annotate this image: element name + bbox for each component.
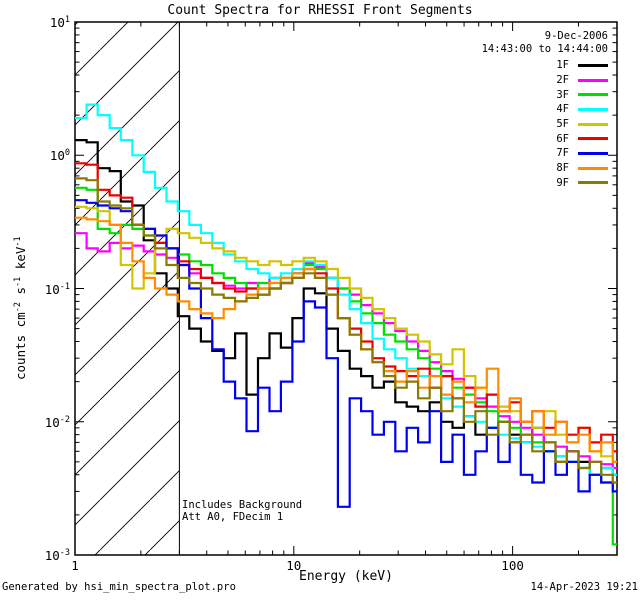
legend-label: 4F xyxy=(556,103,569,116)
annotation-attenuator-state: Att A0, FDecim 1 xyxy=(182,511,284,523)
legend-swatch xyxy=(578,93,608,97)
footer-generator: Generated by hsi_min_spectra_plot.pro xyxy=(2,581,236,593)
annotation-includes-background: Includes Background xyxy=(182,499,303,511)
legend-item-8F: 8F xyxy=(556,161,608,176)
series-line-7F xyxy=(75,199,617,508)
x-axis-label: Energy (keV) xyxy=(299,569,393,584)
legend-swatch xyxy=(578,181,608,185)
x-tick-label: 100 xyxy=(501,558,524,573)
legend: 1F 2F 3F 4F 5F 6F 7F 8F 9F xyxy=(556,58,608,190)
legend-swatch xyxy=(578,137,608,141)
page-title: Count Spectra for RHESSI Front Segments xyxy=(167,3,473,18)
legend-swatch xyxy=(578,122,608,126)
legend-swatch xyxy=(578,78,608,82)
y-tick-label: 100 xyxy=(49,148,70,164)
legend-swatch xyxy=(578,166,608,170)
y-axis-label: counts cm-2 s-1 keV-1 xyxy=(13,236,29,380)
series-line-9F xyxy=(75,177,617,484)
legend-label: 7F xyxy=(556,147,569,160)
x-tick-label: 1 xyxy=(71,558,79,573)
x-tick-label: 10 xyxy=(286,558,302,573)
legend-item-1F: 1F xyxy=(556,58,608,73)
obs-time-range: 14:43:00 to 14:44:00 xyxy=(481,43,608,55)
legend-label: 8F xyxy=(556,162,569,175)
y-tick-label: 10-2 xyxy=(44,414,70,430)
legend-label: 9F xyxy=(556,176,569,189)
y-tick-label: 10-1 xyxy=(44,281,70,297)
y-tick-label: 101 xyxy=(49,15,70,31)
legend-item-4F: 4F xyxy=(556,102,608,117)
legend-item-9F: 9F xyxy=(556,176,608,191)
footer-datetime: 14-Apr-2023 19:21 xyxy=(530,581,638,593)
legend-label: 5F xyxy=(556,118,569,131)
plot-frame xyxy=(74,21,618,556)
obs-date: 9-Dec-2006 xyxy=(544,30,608,42)
legend-item-6F: 6F xyxy=(556,131,608,146)
legend-item-5F: 5F xyxy=(556,117,608,132)
legend-item-7F: 7F xyxy=(556,146,608,161)
legend-swatch xyxy=(578,107,608,111)
y-tick-label: 10-3 xyxy=(44,548,70,564)
legend-label: 1F xyxy=(556,59,569,72)
legend-item-2F: 2F xyxy=(556,73,608,88)
legend-swatch xyxy=(578,151,608,155)
legend-label: 3F xyxy=(556,88,569,101)
legend-swatch xyxy=(578,63,608,67)
legend-label: 2F xyxy=(556,74,569,87)
legend-item-3F: 3F xyxy=(556,87,608,102)
legend-label: 6F xyxy=(556,132,569,145)
